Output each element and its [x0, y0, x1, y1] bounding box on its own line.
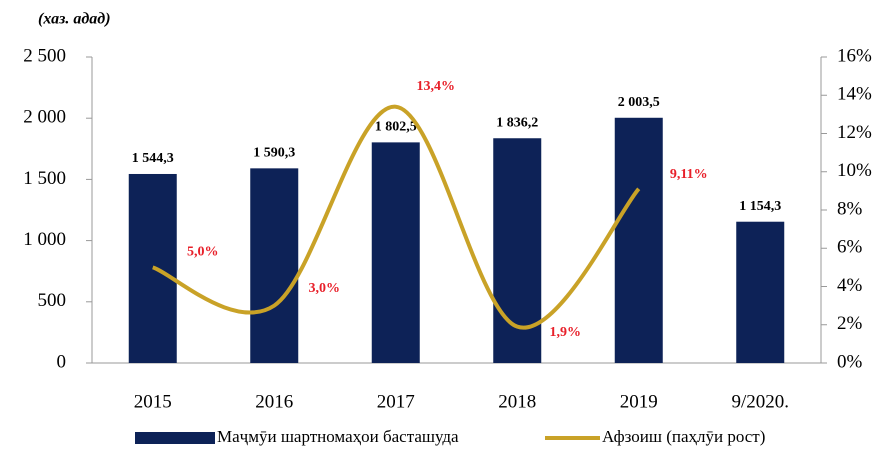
x-tick-label: 2015: [134, 391, 172, 412]
bar: [250, 168, 299, 363]
y2-tick-label: 2%: [837, 313, 863, 334]
y-tick-label: 1 500: [23, 168, 66, 189]
y2-tick-label: 16%: [837, 45, 872, 66]
y2-tick-label: 0%: [837, 351, 863, 372]
bar-value-label: 1 544,3: [132, 151, 174, 166]
x-tick-label: 2018: [498, 391, 536, 412]
y2-tick-label: 10%: [837, 160, 872, 181]
y2-tick-label: 14%: [837, 84, 872, 105]
line-value-label: 13,4%: [417, 79, 456, 94]
bar: [614, 117, 663, 363]
x-tick-label: 2016: [255, 391, 293, 412]
y2-tick-label: 8%: [837, 198, 863, 219]
line: [152, 104, 641, 330]
x-tick-label: 2017: [377, 391, 415, 412]
bar-value-label: 1 836,2: [496, 115, 538, 130]
line-value-label: 3,0%: [309, 281, 341, 296]
x-tick-label: 2019: [620, 391, 658, 412]
line-value-label: 5,0%: [187, 245, 219, 260]
bar-value-label: 2 003,5: [618, 95, 660, 110]
line-value-label: 1,9%: [550, 325, 582, 340]
y2-tick-label: 6%: [837, 237, 863, 258]
y-tick-label: 500: [38, 290, 67, 311]
y-tick-label: 2 500: [23, 45, 66, 66]
bar: [493, 138, 542, 363]
y2-tick-label: 12%: [837, 122, 872, 143]
y-tick-label: 2 000: [23, 107, 66, 128]
bar-value-label: 1 590,3: [253, 146, 295, 161]
unit-label: (хаз. адад): [38, 11, 111, 28]
bar-value-label: 1 802,5: [375, 120, 417, 135]
y-tick-label: 1 000: [23, 229, 66, 250]
legend-swatch: [135, 432, 215, 444]
y2-tick-label: 4%: [837, 275, 863, 296]
bar: [736, 221, 785, 363]
legend-label: Маҷмӯи шартномаҳои басташуда: [217, 427, 459, 446]
bar: [371, 142, 420, 363]
x-tick-label: 9/2020.: [731, 391, 789, 412]
legend-label: Афзоиш (паҳлӯи рост): [602, 427, 765, 446]
y-tick-label: 0: [57, 351, 67, 372]
line-value-label: 9,11%: [670, 167, 708, 182]
bar-value-label: 1 154,3: [739, 199, 781, 214]
